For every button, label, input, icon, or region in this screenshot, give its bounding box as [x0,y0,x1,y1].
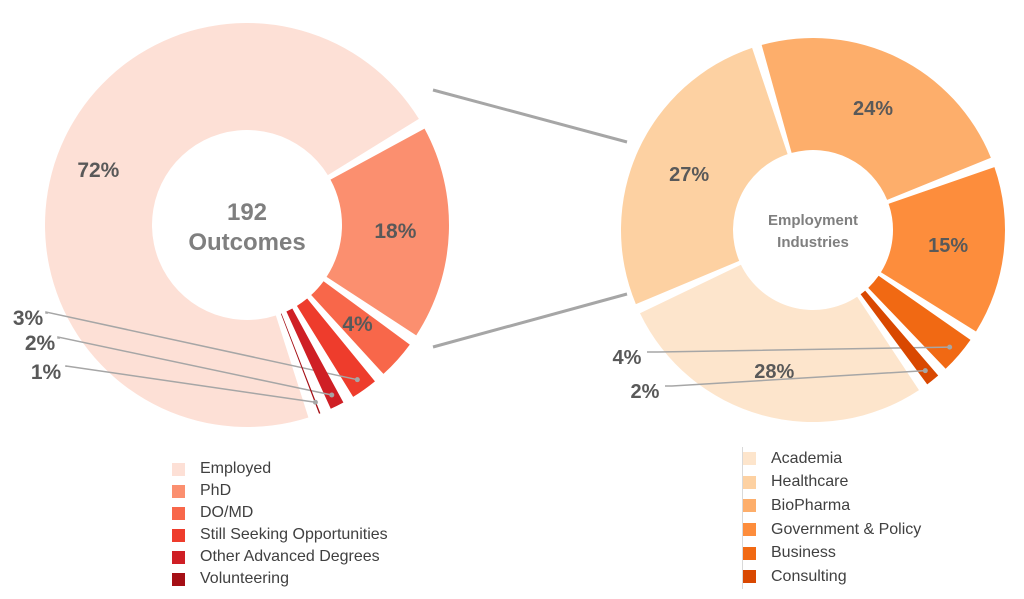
legend-item-academia: Academia [743,447,921,471]
legend-swatch [172,528,185,542]
slice-label-government-policy: 15% [928,235,968,257]
center-text-line-2: Outcomes [188,229,305,256]
slice-label-employed: 72% [77,159,119,182]
slice-consulting [860,290,939,385]
slice-academia [639,264,919,422]
slice-still-seeking-opportunities [296,298,375,397]
slice-employed [44,22,419,427]
legend-label: Academia [771,449,843,467]
leader-dot-volunteering [312,399,318,405]
legend-label: Volunteering [200,570,289,587]
industries-center-label: Employment Industries [768,212,858,251]
slice-government-policy [880,167,1005,332]
legend-label: Government & Policy [771,520,922,538]
legend-item-do-md: DO/MD [172,502,388,524]
legend-label: Still Seeking Opportunities [200,526,388,543]
outcomes-legend: Employed PhD DO/MD Still Seeking Opportunit… [172,458,388,590]
legend-label: Other Advanced Degrees [200,548,380,565]
slice-label-academia: 28% [754,361,794,383]
legend-item-volunteering: Volunteering [172,568,388,590]
legend-swatch [743,523,756,537]
legend-swatch [172,572,185,586]
legend-swatch [743,499,756,513]
leader-dot-still-seeking-opportunities [354,377,360,383]
leader-line-still-seeking-opportunities [45,311,358,381]
legend-item-healthcare: Healthcare [743,471,921,495]
legend-label: Business [771,544,836,562]
outcomes-donut: 72% 18% 4% 3%2% 1% [13,22,449,427]
slice-label-still-seeking-opportunities: 3% [13,307,44,330]
connector-lines [432,88,628,349]
legend-item-consulting: Consulting [743,565,921,589]
leader-line-consulting [665,369,926,387]
leader-dot-consulting [922,368,928,374]
slice-biopharma [761,38,991,200]
leader-dot-business [947,344,953,350]
legend-swatch [743,546,756,560]
legend-swatch [172,506,185,520]
leader-line-other-advanced-degrees [57,336,332,396]
legend-swatch [743,452,756,466]
slice-label-volunteering: 1% [31,361,62,384]
legend-swatch [172,484,185,498]
slice-label-other-advanced-degrees: 2% [25,332,56,355]
slice-label-do-md: 4% [342,313,373,336]
legend-label: DO/MD [200,504,254,521]
leader-line-volunteering [65,365,316,404]
connector-top [432,88,628,144]
slice-label-consulting: 2% [631,381,660,403]
legend-item-other-advanced-degrees: Other Advanced Degrees [172,546,388,568]
center-text-line-1: 192 [227,199,267,226]
slice-volunteering [280,313,321,414]
center-text-line-2: Industries [777,234,849,251]
legend-item-phd: PhD [172,480,388,502]
legend-item-government-policy: Government & Policy [743,518,921,542]
legend-label: PhD [200,482,232,499]
legend-swatch [743,570,756,584]
connector-bottom [432,292,628,349]
slice-label-business: 4% [613,347,642,369]
industries-donut: 28% 27% 24% 15% 4% 2% [613,38,1005,422]
slice-business [868,275,971,369]
slice-label-phd: 18% [374,220,416,243]
slice-do-md [311,281,410,374]
legend-item-still-seeking-opportunities: Still Seeking Opportunities [172,524,388,546]
center-text-line-1: Employment [768,212,858,229]
industries-legend: Academia Healthcare BioPharma Government & … [742,447,921,589]
legend-label: Healthcare [771,473,849,491]
slice-healthcare [621,47,788,305]
slice-label-healthcare: 27% [669,164,709,186]
legend-label: BioPharma [771,496,851,514]
leader-dot-other-advanced-degrees [329,392,335,398]
leader-line-business [647,346,950,353]
outcomes-center-label: 192 Outcomes [188,199,305,256]
slice-other-advanced-degrees [286,308,344,409]
legend-label: Employed [200,460,272,477]
legend-swatch [172,550,185,564]
legend-item-biopharma: BioPharma [743,494,921,518]
slice-label-biopharma: 24% [853,98,893,120]
legend-swatch [172,462,185,476]
legend-label: Consulting [771,567,847,585]
legend-swatch [743,475,756,489]
slice-phd [326,128,449,336]
legend-item-business: Business [743,541,921,565]
legend-item-employed: Employed [172,458,388,480]
